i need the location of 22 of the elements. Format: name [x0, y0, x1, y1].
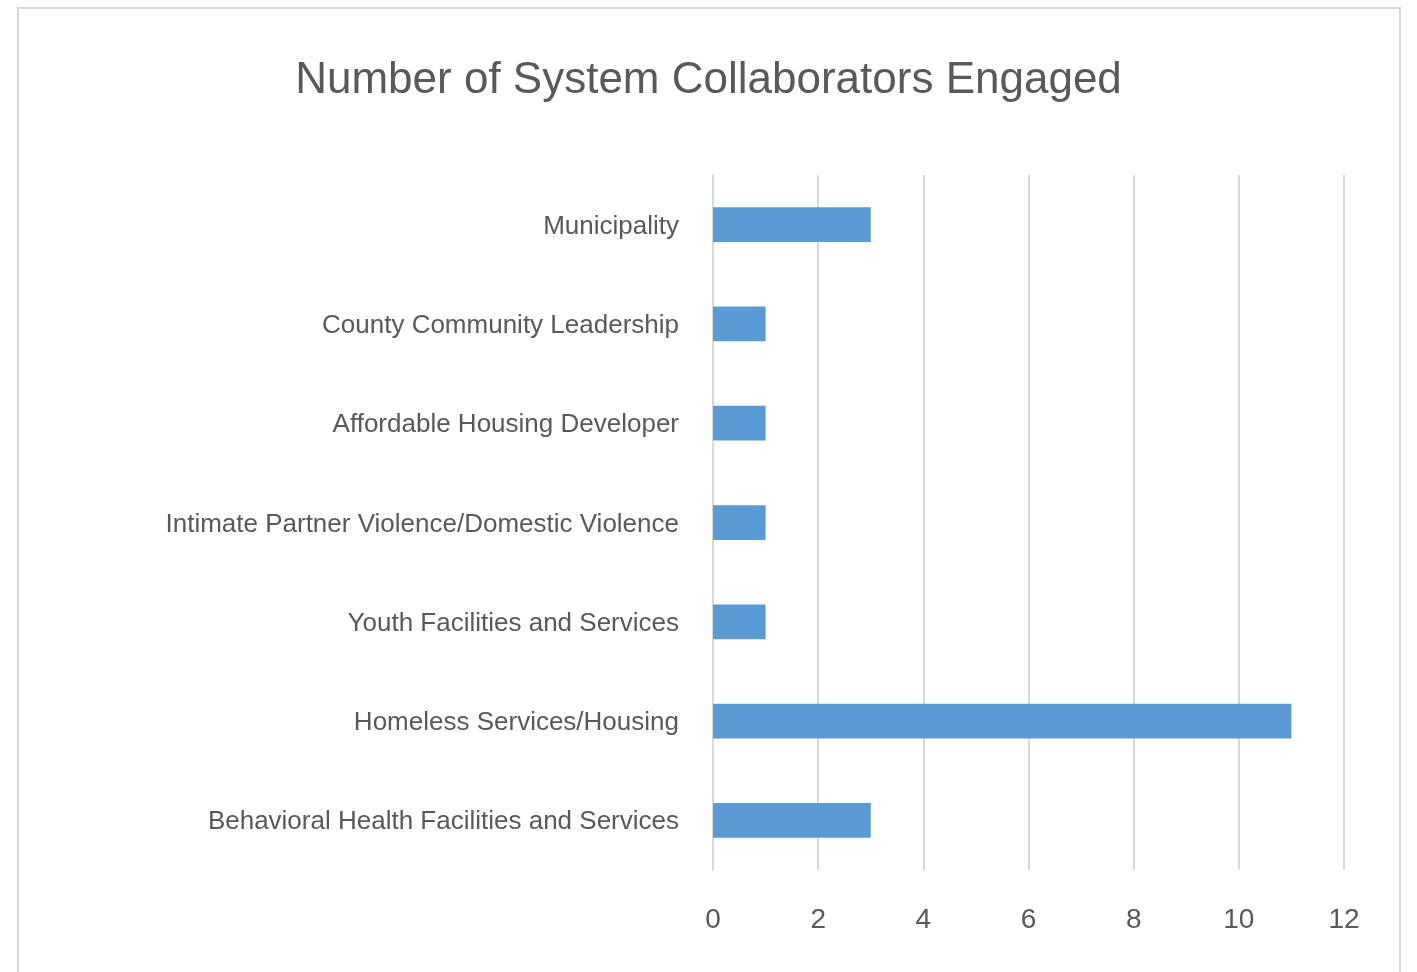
bar [713, 703, 1292, 739]
bar [713, 405, 766, 441]
bar [713, 604, 766, 640]
y-tick-label: Youth Facilities and Services [347, 606, 679, 637]
x-tick-label: 8 [1125, 902, 1142, 934]
x-tick-label: 2 [810, 902, 826, 934]
x-tick-label: 4 [915, 902, 932, 934]
y-tick-label: Behavioral Health Facilities and Services [207, 805, 679, 836]
bar [713, 207, 871, 243]
x-tick-label: 10 [1223, 902, 1255, 934]
y-tick-label: Municipality [543, 209, 679, 240]
y-tick-label: County Community Leadership [322, 308, 679, 339]
x-tick-label: 12 [1328, 902, 1360, 934]
bar [713, 505, 766, 540]
x-tick-label: 0 [705, 902, 721, 934]
bar [713, 306, 766, 342]
y-tick-label: Homeless Services/Housing [353, 706, 679, 737]
chart-title: Number of System Collaborators Engaged [295, 52, 1122, 102]
x-tick-label: 6 [1020, 902, 1037, 934]
bar [713, 802, 871, 838]
y-tick-label: Intimate Partner Violence/Domestic Violence [165, 507, 679, 538]
y-tick-label: Affordable Housing Developer [332, 408, 680, 439]
